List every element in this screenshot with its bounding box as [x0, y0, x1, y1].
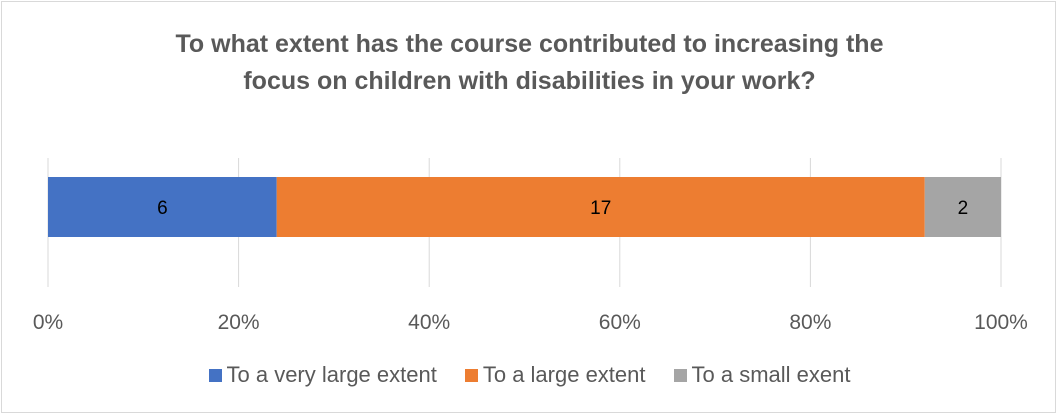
bar-data-label: 17: [590, 198, 611, 219]
chart-title: To what extent has the course contribute…: [0, 26, 1059, 100]
x-axis-tick-labels: 0% 20% 40% 60% 80% 100%: [33, 311, 1028, 334]
x-tick-label: 60%: [599, 311, 641, 334]
legend-item-small: To a small exent: [673, 362, 851, 388]
bar-data-label: 6: [157, 198, 168, 219]
x-tick-label: 40%: [408, 311, 450, 334]
bar-data-label: 2: [958, 198, 969, 219]
bar-segment: [48, 177, 277, 237]
x-tick-label: 80%: [789, 311, 831, 334]
bar-segment: [276, 177, 925, 237]
x-tick-label: 100%: [974, 311, 1028, 334]
legend-label-very-large: To a very large extent: [226, 362, 437, 387]
legend: To a very large extent To a large extent…: [0, 362, 1059, 388]
bars: 6 17 2: [48, 177, 1001, 237]
chart-title-line-2: focus on children with disabilities in y…: [243, 67, 816, 95]
legend-swatch-small: [673, 368, 687, 382]
legend-swatch-large: [464, 368, 478, 382]
legend-label-small: To a small exent: [691, 362, 851, 387]
legend-label-large: To a large extent: [482, 362, 646, 387]
bar-segment: [924, 177, 1001, 237]
legend-item-large: To a large extent: [464, 362, 646, 388]
x-tick-label: 20%: [218, 311, 260, 334]
legend-swatch-very-large: [208, 368, 222, 382]
legend-item-very-large: To a very large extent: [208, 362, 437, 388]
x-tick-label: 0%: [33, 311, 63, 334]
chart-title-line-1: To what extent has the course contribute…: [175, 30, 884, 58]
